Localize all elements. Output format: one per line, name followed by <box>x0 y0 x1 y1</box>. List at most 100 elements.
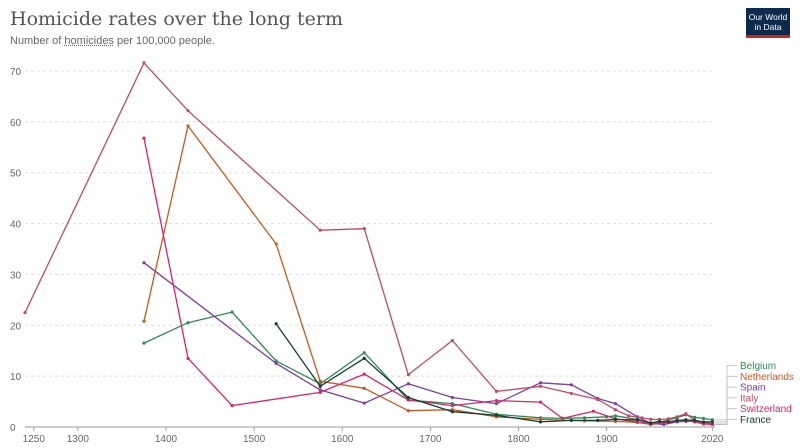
series-line-netherlands <box>143 125 713 426</box>
data-point <box>494 413 499 417</box>
data-point <box>186 109 190 113</box>
chart-subtitle: Number of homicides per 100,000 people. <box>10 35 215 47</box>
data-point <box>710 422 714 427</box>
data-point <box>640 416 644 420</box>
x-tick-label: 1400 <box>155 434 178 445</box>
data-point <box>142 261 146 265</box>
x-tick-label: 1900 <box>595 434 618 445</box>
data-point <box>666 417 670 421</box>
data-point <box>627 414 631 418</box>
y-tick-label: 60 <box>10 118 22 129</box>
data-point <box>596 397 600 402</box>
legend-connector <box>714 375 737 425</box>
data-point <box>450 410 454 414</box>
data-point <box>662 422 666 427</box>
logo-line-2: in Data <box>754 22 782 32</box>
y-tick-label: 50 <box>10 169 22 180</box>
data-point <box>613 417 618 421</box>
data-point <box>649 421 653 425</box>
y-tick-label: 20 <box>10 321 22 332</box>
data-point <box>596 418 600 422</box>
y-tick-label: 30 <box>10 270 22 281</box>
data-point <box>494 389 499 393</box>
x-tick-label: 1300 <box>67 434 90 445</box>
subtitle-suffix: per 100,000 people. <box>113 35 215 47</box>
data-point <box>450 395 454 400</box>
data-point <box>684 412 688 416</box>
y-tick-label: 0 <box>10 423 16 434</box>
legend-label-switzerland: Switzerland <box>740 404 792 415</box>
legend-connector <box>714 408 737 425</box>
data-point <box>406 398 410 402</box>
data-point <box>318 384 322 388</box>
data-point <box>274 359 278 363</box>
data-point <box>362 386 366 390</box>
data-point <box>494 402 499 406</box>
data-point <box>613 402 618 406</box>
legend-label-spain: Spain <box>740 383 766 394</box>
data-point <box>693 415 697 419</box>
data-point <box>701 420 706 424</box>
data-point <box>318 390 322 395</box>
data-point <box>693 418 697 422</box>
chart-title: Homicide rates over the long term <box>10 8 343 30</box>
legend-label-netherlands: Netherlands <box>740 372 794 383</box>
data-point <box>538 420 543 424</box>
data-point <box>230 404 234 408</box>
data-point <box>362 372 366 376</box>
data-point <box>362 356 366 360</box>
data-point <box>142 61 146 65</box>
legend-connector <box>714 397 737 425</box>
data-point <box>538 384 543 388</box>
data-point <box>274 361 278 366</box>
data-point <box>406 382 410 386</box>
data-point <box>362 351 366 355</box>
series-line-belgium <box>143 311 713 424</box>
data-point <box>538 417 543 421</box>
logo-line-1: Our World <box>748 12 788 22</box>
data-point <box>649 417 653 421</box>
data-point <box>613 414 618 418</box>
data-point <box>701 416 706 420</box>
data-point <box>406 395 410 400</box>
x-tick-label: 1700 <box>419 434 442 445</box>
data-point <box>666 420 670 424</box>
owid-logo[interactable]: Our World in Data <box>746 8 790 38</box>
data-point <box>318 228 322 232</box>
homicides-link[interactable]: homicides <box>64 35 114 47</box>
data-point <box>318 379 322 383</box>
data-point <box>274 322 278 326</box>
data-point <box>569 391 573 396</box>
data-point <box>406 373 410 377</box>
data-point <box>538 400 543 404</box>
data-point <box>230 310 234 314</box>
legend-connector <box>714 365 737 421</box>
data-point <box>274 242 278 246</box>
legend-label-belgium: Belgium <box>740 361 776 372</box>
data-point <box>142 341 146 345</box>
legend-connector <box>714 419 737 423</box>
data-point <box>450 338 454 343</box>
data-point <box>362 227 366 231</box>
data-point <box>142 136 146 140</box>
x-tick-label: 1250 <box>23 434 46 445</box>
data-point <box>142 319 146 323</box>
data-point <box>613 408 618 412</box>
x-tick-label: 2020 <box>701 434 724 445</box>
x-tick-label: 1500 <box>243 434 266 445</box>
x-tick-label: 1800 <box>507 434 530 445</box>
legend-label-france: France <box>740 415 772 426</box>
legend-label-italy: Italy <box>740 393 758 404</box>
data-point <box>684 418 688 422</box>
data-point <box>675 418 679 422</box>
data-point <box>635 418 640 422</box>
data-point <box>569 383 573 387</box>
data-point <box>538 381 543 385</box>
data-point <box>318 388 322 392</box>
data-point <box>710 420 714 424</box>
y-tick-label: 70 <box>10 67 22 78</box>
x-tick-label: 1600 <box>331 434 354 445</box>
data-point <box>362 401 366 405</box>
data-point <box>406 409 410 413</box>
